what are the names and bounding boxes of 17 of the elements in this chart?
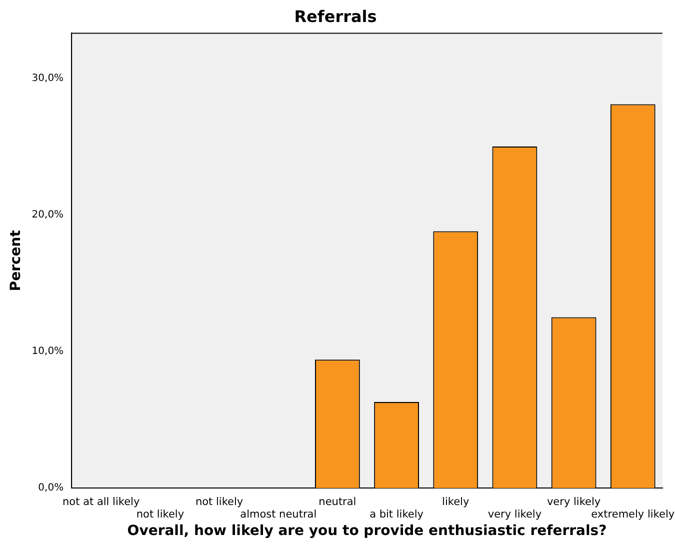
x-axis-title: Overall, how likely are you to provide enthusiastic referrals? (127, 523, 607, 540)
x-tick-label: a bit likely (370, 508, 424, 521)
x-tick-label: likely (442, 496, 470, 508)
x-tick-label: extremely likely (591, 508, 675, 521)
y-axis-title: Percent (8, 230, 24, 292)
x-tick-label: almost neutral (240, 508, 317, 521)
x-tick-label: not at all likely (62, 496, 140, 508)
x-tick-label: not likely (195, 496, 244, 508)
chart-title: Referrals (294, 6, 377, 26)
x-tick-label: neutral (318, 496, 356, 508)
y-tick-label: 0,0% (38, 482, 64, 494)
y-tick-label: 10,0% (32, 346, 64, 358)
x-tick-label: very likely (546, 496, 601, 508)
y-tick-label: 30,0% (32, 72, 64, 84)
x-tick-label: very likely (488, 508, 542, 521)
x-tick-label: not likely (136, 508, 184, 521)
y-tick-label: 20,0% (32, 209, 64, 220)
